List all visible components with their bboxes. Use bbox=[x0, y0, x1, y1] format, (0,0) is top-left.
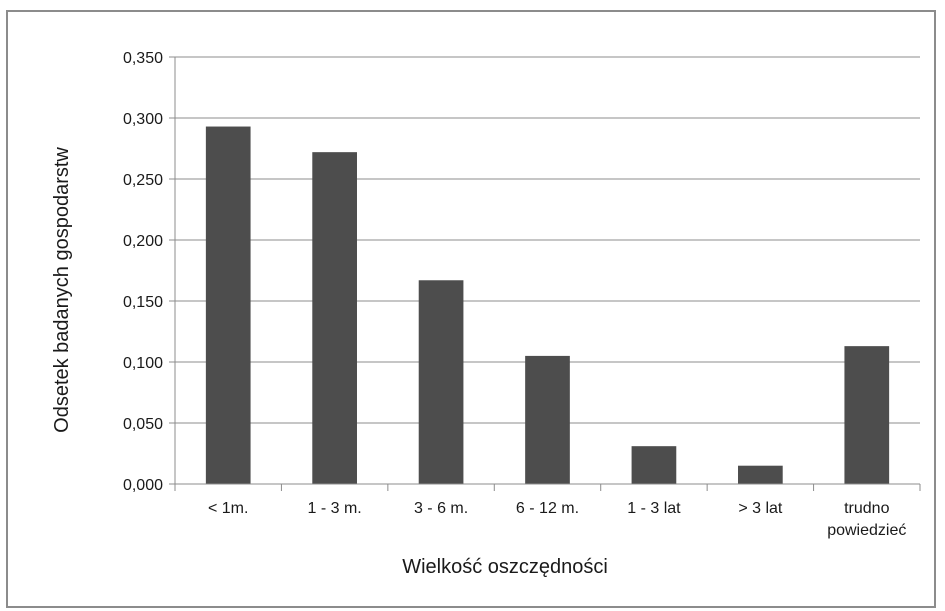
x-axis-title: Wielkość oszczędności bbox=[402, 556, 608, 578]
x-tick-label: > 3 lat bbox=[738, 500, 783, 517]
gridlines bbox=[169, 56, 920, 485]
y-tick-label: 0,100 bbox=[123, 355, 163, 372]
bar bbox=[525, 355, 570, 484]
bars bbox=[205, 126, 890, 484]
bar bbox=[844, 346, 890, 484]
y-tick-label: 0,200 bbox=[123, 233, 163, 250]
x-tick-label: 3 - 6 m. bbox=[414, 500, 468, 517]
bar bbox=[418, 280, 464, 484]
x-tick-label: trudno powiedzieć bbox=[827, 500, 906, 539]
x-tick-label: < 1m. bbox=[208, 500, 248, 517]
x-tick-label: 1 - 3 lat bbox=[627, 500, 681, 517]
axes bbox=[174, 57, 921, 491]
y-tick-label: 0,150 bbox=[123, 294, 163, 311]
chart-frame bbox=[6, 10, 936, 608]
y-tick-label: 0,350 bbox=[123, 50, 163, 67]
y-tick-label: 0,000 bbox=[123, 477, 163, 494]
y-tick-label: 0,050 bbox=[123, 416, 163, 433]
y-tick-label: 0,300 bbox=[123, 111, 163, 128]
x-tick-label: 6 - 12 m. bbox=[516, 500, 579, 517]
tick-labels: 0,000 0,050 0,100 0,150 0,200 0,250 0,300 0,350… bbox=[123, 50, 906, 539]
bar bbox=[312, 152, 357, 484]
bar bbox=[631, 446, 677, 484]
y-tick-label: 0,250 bbox=[123, 172, 163, 189]
bar bbox=[205, 126, 251, 484]
y-axis-title: Odsetek badanych gospodarstw bbox=[51, 147, 73, 433]
bar bbox=[738, 465, 783, 484]
x-tick-label: 1 - 3 m. bbox=[308, 500, 362, 517]
